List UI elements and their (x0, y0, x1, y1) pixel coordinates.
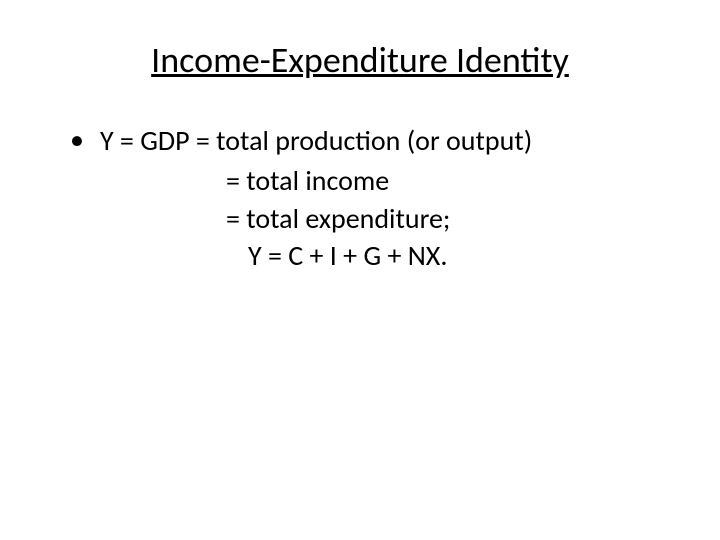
line-4: Y = C + I + G + NX. (70, 237, 670, 275)
line-3: = total expenditure; (70, 200, 670, 238)
bullet-item: • Y = GDP = total production (or output) (70, 122, 670, 160)
line-2: = total income (70, 162, 670, 200)
line-1: Y = GDP = total production (or output) (100, 122, 532, 160)
bullet-marker: • (70, 122, 84, 158)
slide-container: Income-Expenditure Identity • Y = GDP = … (0, 0, 720, 540)
slide-content: • Y = GDP = total production (or output)… (50, 122, 670, 275)
slide-title: Income-Expenditure Identity (50, 38, 670, 82)
